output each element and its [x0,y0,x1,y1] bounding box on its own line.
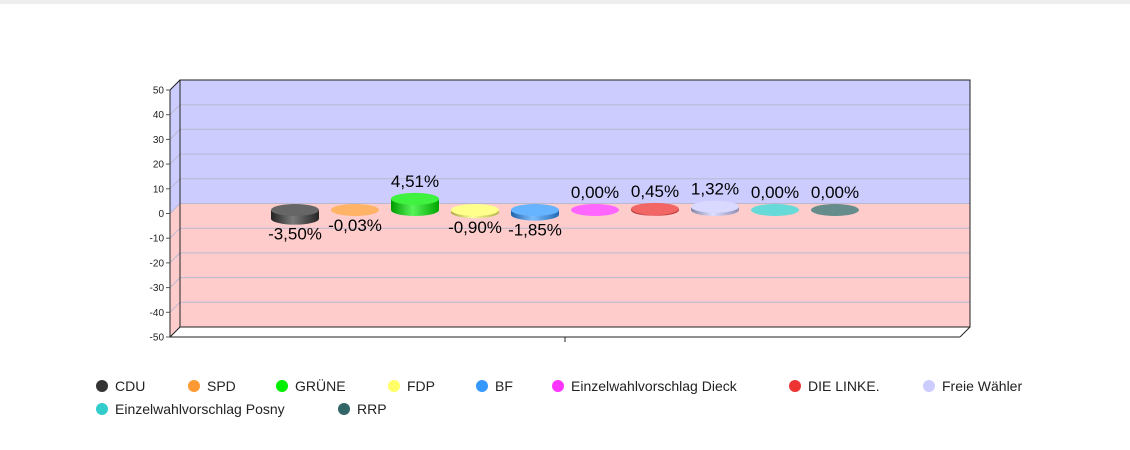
value-label: 0,45% [631,182,679,201]
legend-label: SPD [207,378,236,394]
y-tick-label: 50 [153,86,165,97]
bar-bf [511,204,559,221]
legend-item: CDU [96,378,145,394]
bar-einzelwahlvorschlag-posny [751,204,799,216]
positive-zone-side [170,80,180,214]
bar-die-linke- [631,202,679,216]
gridline-side [169,227,181,239]
frame-edge [169,79,181,91]
legend-swatch [388,380,400,392]
legend-swatch [923,380,935,392]
legend-label: Einzelwahlvorschlag Posny [115,401,285,417]
y-tick-label: 10 [153,184,165,195]
value-label: 0,00% [811,183,859,202]
legend-label: RRP [357,401,387,417]
gridline-side [169,203,181,214]
legend-item: SPD [188,378,236,394]
frame-edge [959,326,971,338]
value-label: 0,00% [571,183,619,202]
y-tick-label: -30 [150,283,165,294]
legend-label: GRÜNE [295,378,346,394]
bar-cap [331,204,379,216]
legend-label: Einzelwahlvorschlag Dieck [571,378,737,394]
y-tick-label: 20 [153,160,165,171]
bar-freie-wähler [691,200,739,216]
bar-cap [511,204,559,216]
legend-swatch [96,403,108,415]
plot-back-border [179,79,971,328]
negative-zone [180,203,970,327]
bar-cap [451,204,499,216]
top-bar [0,0,1130,4]
legend-swatch [552,380,564,392]
gridline-side [169,277,181,288]
legend-item: GRÜNE [276,378,346,394]
gridline-side [169,153,181,165]
positive-zone [180,80,970,204]
gridline-side [169,178,181,190]
legend-item: DIE LINKE. [789,378,880,394]
chart-bars [271,192,859,225]
value-label: -1,85% [508,221,562,240]
bar-rrp [811,204,859,216]
legend-label: BF [495,378,513,394]
bar-cap [691,200,739,213]
y-tick-label: 0 [158,209,164,220]
legend-swatch [276,380,288,392]
bar-cap [271,204,319,216]
value-label: -0,03% [328,216,382,235]
chart-zones [170,80,970,337]
y-tick-label: 30 [153,135,165,146]
negative-zone-side [170,203,180,337]
value-label: -3,50% [268,225,322,244]
bar-cap [631,202,679,215]
legend-item: Einzelwahlvorschlag Dieck [552,378,737,394]
legend-item: BF [476,378,513,394]
bar-cap [751,204,799,216]
legend-swatch [96,380,108,392]
legend-item: Einzelwahlvorschlag Posny [96,401,285,417]
gridline-side [169,129,181,140]
legend-label: Freie Wähler [942,378,1023,394]
gridline-side [169,252,181,264]
y-tick-label: -50 [150,333,165,344]
legend-swatch [476,380,488,392]
bar-cdu [271,204,319,225]
bar-chart: 50 40 30 20 10 0 -10 -20 -30 -40 -50 -3,50% -0,03% 4… [150,79,971,344]
bar-cap [571,204,619,216]
gridline-side [169,301,181,313]
y-tick-label: -20 [150,258,165,269]
legend-swatch [338,403,350,415]
legend-item: RRP [338,401,387,417]
bar-einzelwahlvorschlag-dieck [571,204,619,216]
legend-swatch [188,380,200,392]
value-label: 4,51% [391,172,439,191]
value-label: -0,90% [448,218,502,237]
y-axis-ticks: 50 40 30 20 10 0 -10 -20 -30 -40 -50 [150,86,170,344]
legend-item: Freie Wähler [923,378,1022,394]
bar-cap [391,192,439,205]
bar-cap [811,204,859,216]
legend-swatch [789,380,801,392]
gridline-side [169,104,181,116]
bar-grüne [391,192,439,216]
y-tick-label: -40 [150,308,165,319]
value-label: 1,32% [691,180,739,199]
legend-item: FDP [388,378,435,394]
value-labels: -3,50% -0,03% 4,51% -0,90% -1,85% 0,00% 0,45% 1… [268,172,859,244]
frame-edge [169,326,181,338]
bar-fdp [451,204,499,219]
legend-label: CDU [115,378,146,394]
y-tick-label: 40 [153,110,165,121]
legend-label: DIE LINKE. [808,378,880,394]
value-label: 0,00% [751,183,799,202]
y-tick-label: -10 [150,234,165,245]
legend-label: FDP [407,378,435,394]
bar-spd [331,204,379,216]
